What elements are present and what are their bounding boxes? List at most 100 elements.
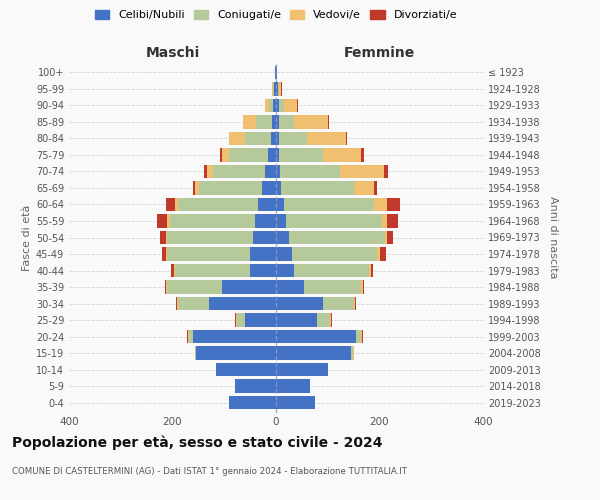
Bar (292, 247, 377, 261)
Bar (253, 230, 276, 244)
Bar (276, 396, 315, 409)
Bar (331, 314, 332, 327)
Bar (235, 314, 236, 327)
Bar (250, 247, 276, 261)
Bar (167, 230, 253, 244)
Bar (317, 314, 331, 327)
Bar (272, 82, 274, 96)
Bar (229, 396, 276, 409)
Bar (281, 82, 282, 96)
Bar (278, 98, 284, 112)
Bar (221, 280, 276, 294)
Bar (157, 214, 167, 228)
Bar (178, 198, 258, 211)
Bar (176, 297, 178, 310)
Bar (276, 148, 278, 162)
Bar (374, 181, 377, 194)
Bar (294, 264, 369, 278)
Bar (274, 98, 276, 112)
Bar (235, 380, 276, 393)
Bar (256, 214, 276, 228)
Bar (361, 280, 363, 294)
Bar (380, 247, 386, 261)
Bar (353, 297, 355, 310)
Y-axis label: Fasce di età: Fasce di età (22, 204, 32, 270)
Bar (236, 314, 237, 327)
Bar (193, 181, 195, 194)
Bar (276, 314, 317, 327)
Bar (361, 148, 364, 162)
Bar (304, 280, 361, 294)
Bar (276, 230, 289, 244)
Text: Femmine: Femmine (344, 46, 415, 60)
Bar (362, 330, 364, 344)
Bar (262, 181, 276, 194)
Bar (272, 115, 276, 128)
Bar (387, 198, 400, 211)
Bar (175, 264, 250, 278)
Bar (276, 380, 310, 393)
Bar (276, 164, 280, 178)
Bar (278, 148, 323, 162)
Y-axis label: Anni di nascita: Anni di nascita (548, 196, 557, 278)
Bar (289, 230, 385, 244)
Bar (328, 115, 329, 128)
Bar (268, 148, 276, 162)
Bar (276, 264, 294, 278)
Bar (361, 330, 362, 344)
Bar (165, 280, 166, 294)
Bar (229, 132, 245, 145)
Bar (278, 132, 307, 145)
Bar (167, 247, 250, 261)
Bar (284, 198, 374, 211)
Bar (265, 164, 276, 178)
Bar (160, 230, 166, 244)
Bar (166, 247, 167, 261)
Bar (355, 297, 356, 310)
Bar (175, 198, 178, 211)
Bar (217, 363, 276, 376)
Bar (374, 198, 387, 211)
Bar (274, 82, 276, 96)
Bar (271, 132, 276, 145)
Text: Maschi: Maschi (145, 46, 200, 60)
Bar (377, 247, 380, 261)
Bar (178, 297, 209, 310)
Bar (250, 264, 276, 278)
Text: COMUNE DI CASTELTERMINI (AG) - Dati ISTAT 1° gennaio 2024 - Elaborazione TUTTITA: COMUNE DI CASTELTERMINI (AG) - Dati ISTA… (12, 468, 407, 476)
Bar (280, 164, 340, 178)
Bar (276, 115, 278, 128)
Bar (278, 82, 281, 96)
Bar (189, 330, 193, 344)
Bar (356, 330, 361, 344)
Bar (284, 98, 296, 112)
Bar (363, 280, 364, 294)
Bar (353, 181, 374, 194)
Bar (244, 115, 256, 128)
Bar (195, 181, 199, 194)
Bar (193, 330, 276, 344)
Bar (371, 264, 373, 278)
Bar (166, 198, 175, 211)
Bar (161, 247, 166, 261)
Bar (369, 264, 371, 278)
Bar (167, 280, 221, 294)
Bar (276, 66, 277, 79)
Bar (170, 214, 256, 228)
Bar (276, 198, 284, 211)
Bar (269, 98, 274, 112)
Bar (172, 264, 174, 278)
Bar (199, 181, 262, 194)
Bar (245, 314, 276, 327)
Bar (276, 247, 292, 261)
Bar (276, 82, 278, 96)
Bar (195, 346, 196, 360)
Bar (296, 98, 298, 112)
Bar (323, 148, 361, 162)
Bar (276, 280, 304, 294)
Bar (258, 198, 276, 211)
Bar (286, 214, 382, 228)
Bar (275, 66, 276, 79)
Bar (294, 115, 328, 128)
Bar (382, 214, 387, 228)
